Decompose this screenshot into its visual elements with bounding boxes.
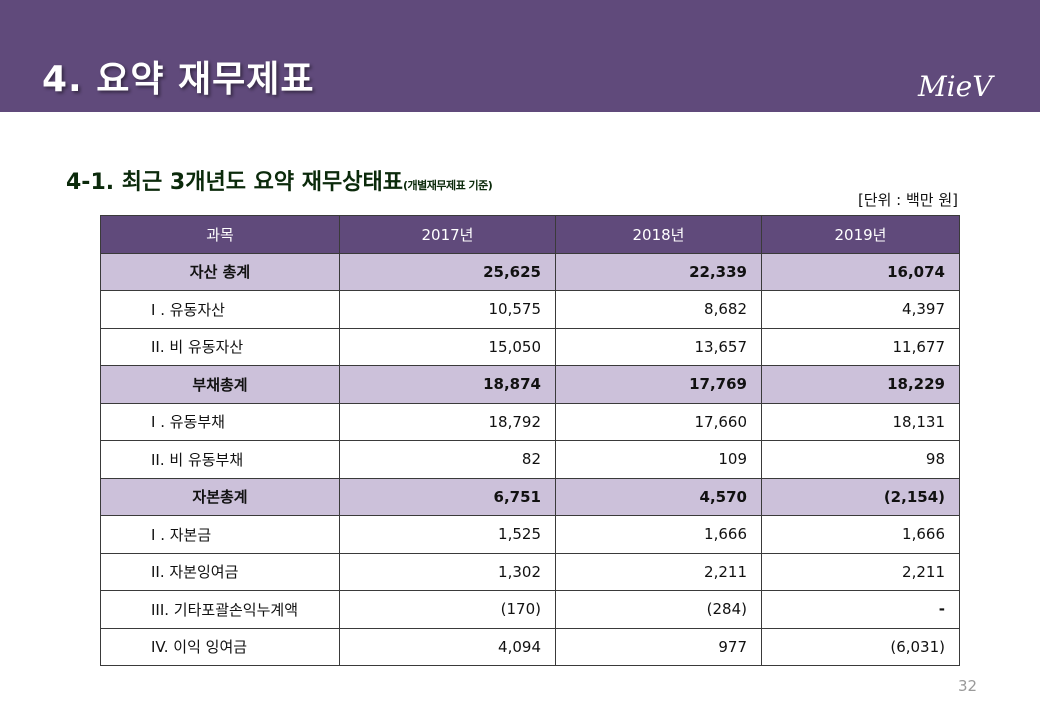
value-cell: - bbox=[761, 590, 960, 629]
value-cell: (170) bbox=[339, 590, 556, 629]
value-cell: 1,666 bbox=[761, 515, 960, 554]
value-cell: 25,625 bbox=[339, 252, 556, 291]
account-label: 자본총계 bbox=[100, 477, 340, 516]
table-row: II. 자본잉여금 1,302 2,211 2,211 bbox=[100, 552, 960, 591]
value-cell: (284) bbox=[555, 590, 762, 629]
value-cell: 4,397 bbox=[761, 290, 960, 329]
value-cell: 1,302 bbox=[339, 552, 556, 591]
value-cell: 98 bbox=[761, 440, 960, 479]
total-row: 부채총계 18,874 17,769 18,229 bbox=[100, 365, 960, 404]
account-label: II. 비 유동부채 bbox=[100, 440, 340, 479]
value-cell: 15,050 bbox=[339, 327, 556, 366]
value-cell: 10,575 bbox=[339, 290, 556, 329]
table-row: III. 기타포괄손익누계액 (170) (284) - bbox=[100, 590, 960, 629]
table-row: IV. 이익 잉여금 4,094 977 (6,031) bbox=[100, 627, 960, 666]
column-header-2018: 2018년 bbox=[555, 215, 762, 254]
total-row: 자본총계 6,751 4,570 (2,154) bbox=[100, 477, 960, 516]
table-row: II. 비 유동부채 82 109 98 bbox=[100, 440, 960, 479]
account-label: 부채총계 bbox=[100, 365, 340, 404]
value-cell: 22,339 bbox=[555, 252, 762, 291]
account-label: II. 자본잉여금 bbox=[100, 552, 340, 591]
table-row: I . 유동자산 10,575 8,682 4,397 bbox=[100, 290, 960, 329]
unit-note: [단위 : 백만 원] bbox=[857, 191, 958, 209]
header-band bbox=[0, 0, 1040, 112]
value-cell: 2,211 bbox=[555, 552, 762, 591]
balance-sheet-table: 과목 2017년 2018년 2019년 자산 총계 25,625 22,339 16… bbox=[100, 215, 960, 666]
value-cell: 18,229 bbox=[761, 365, 960, 404]
page-number: 32 bbox=[958, 677, 978, 695]
column-header-2017: 2017년 bbox=[339, 215, 556, 254]
section-title-text: 4-1. 최근 3개년도 요약 재무상태표 bbox=[66, 170, 403, 195]
total-row: 자산 총계 25,625 22,339 16,074 bbox=[100, 252, 960, 291]
value-cell: 18,792 bbox=[339, 402, 556, 441]
value-cell: 82 bbox=[339, 440, 556, 479]
value-cell: 17,769 bbox=[555, 365, 762, 404]
table-row: I . 자본금 1,525 1,666 1,666 bbox=[100, 515, 960, 554]
value-cell: 11,677 bbox=[761, 327, 960, 366]
value-cell: 2,211 bbox=[761, 552, 960, 591]
column-header-account: 과목 bbox=[100, 215, 340, 254]
account-label: I . 유동부채 bbox=[100, 402, 340, 441]
value-cell: 1,666 bbox=[555, 515, 762, 554]
table-row: I . 유동부채 18,792 17,660 18,131 bbox=[100, 402, 960, 441]
value-cell: 16,074 bbox=[761, 252, 960, 291]
account-label: II. 비 유동자산 bbox=[100, 327, 340, 366]
value-cell: 17,660 bbox=[555, 402, 762, 441]
value-cell: 6,751 bbox=[339, 477, 556, 516]
account-label: 자산 총계 bbox=[100, 252, 340, 291]
value-cell: 18,131 bbox=[761, 402, 960, 441]
value-cell: 13,657 bbox=[555, 327, 762, 366]
column-header-2019: 2019년 bbox=[761, 215, 960, 254]
account-label: III. 기타포괄손익누계액 bbox=[100, 590, 340, 629]
table-body: 자산 총계 25,625 22,339 16,074 I . 유동자산 10,575 8,6… bbox=[100, 252, 960, 666]
value-cell: 109 bbox=[555, 440, 762, 479]
account-label: I . 유동자산 bbox=[100, 290, 340, 329]
value-cell: 977 bbox=[555, 627, 762, 666]
section-subtitle: (개별재무제표 기준) bbox=[402, 179, 493, 192]
miev-logo: MieV bbox=[918, 70, 993, 103]
value-cell: 1,525 bbox=[339, 515, 556, 554]
value-cell: 8,682 bbox=[555, 290, 762, 329]
table-header-row: 과목 2017년 2018년 2019년 bbox=[100, 215, 960, 254]
table-row: II. 비 유동자산 15,050 13,657 11,677 bbox=[100, 327, 960, 366]
value-cell: (6,031) bbox=[761, 627, 960, 666]
account-label: I . 자본금 bbox=[100, 515, 340, 554]
account-label: IV. 이익 잉여금 bbox=[100, 627, 340, 666]
value-cell: (2,154) bbox=[761, 477, 960, 516]
value-cell: 4,570 bbox=[555, 477, 762, 516]
page-title: 4. 요약 재무제표 bbox=[42, 59, 315, 100]
value-cell: 18,874 bbox=[339, 365, 556, 404]
section-title: 4-1. 최근 3개년도 요약 재무상태표(개별재무제표 기준) bbox=[66, 164, 493, 196]
value-cell: 4,094 bbox=[339, 627, 556, 666]
